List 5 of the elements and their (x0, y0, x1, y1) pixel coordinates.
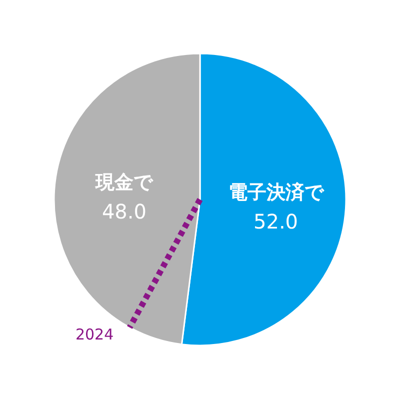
data-label: 48.0 (102, 200, 146, 224)
slice-label: 現金で (94, 172, 154, 194)
text: 2024 (75, 325, 114, 344)
data-label: 52.0 (254, 209, 298, 234)
slice-label: 電子決済で (228, 181, 324, 204)
